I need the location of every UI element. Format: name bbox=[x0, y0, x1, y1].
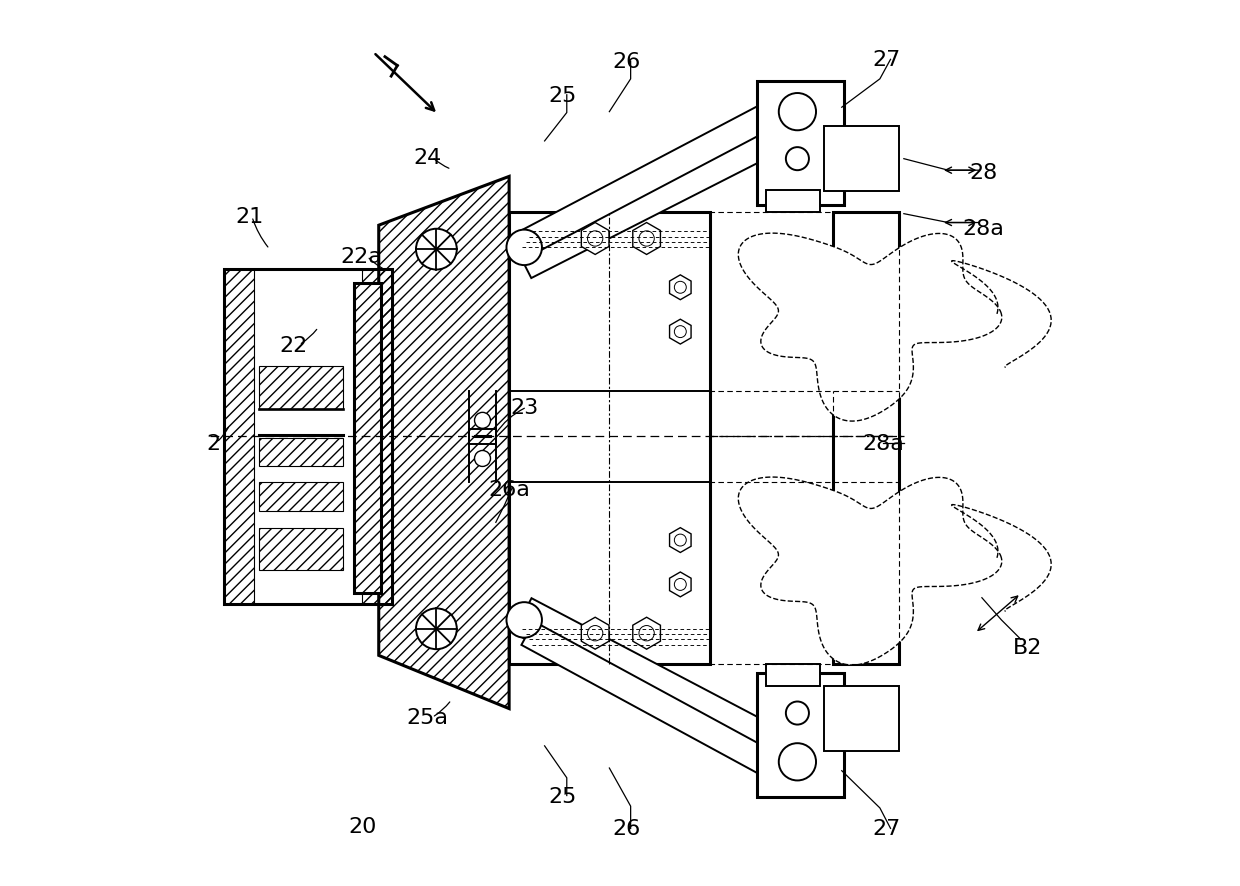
Bar bbox=[758, 673, 844, 797]
Circle shape bbox=[675, 282, 686, 294]
Text: 26a: 26a bbox=[489, 479, 529, 499]
Polygon shape bbox=[670, 528, 691, 553]
Bar bbox=[828, 693, 895, 744]
Bar bbox=[353, 284, 381, 594]
Text: 21: 21 bbox=[236, 207, 263, 227]
Bar bbox=[825, 687, 899, 751]
Bar bbox=[223, 269, 254, 604]
Text: 28: 28 bbox=[970, 163, 998, 183]
Polygon shape bbox=[582, 223, 609, 255]
Circle shape bbox=[786, 148, 808, 171]
Bar bbox=[766, 190, 820, 213]
Text: 22: 22 bbox=[279, 336, 308, 355]
Polygon shape bbox=[670, 276, 691, 300]
Polygon shape bbox=[521, 622, 790, 784]
Bar bbox=[362, 269, 392, 604]
Text: 25: 25 bbox=[548, 786, 577, 805]
Text: 28a: 28a bbox=[962, 219, 1004, 238]
Bar bbox=[766, 664, 820, 687]
Circle shape bbox=[675, 326, 686, 338]
Text: 26: 26 bbox=[613, 52, 640, 72]
Text: 2: 2 bbox=[207, 433, 221, 453]
Text: 25a: 25a bbox=[407, 708, 449, 727]
Text: 25: 25 bbox=[548, 86, 577, 105]
Circle shape bbox=[475, 451, 491, 467]
Bar bbox=[223, 269, 392, 604]
Circle shape bbox=[475, 413, 491, 429]
Bar bbox=[259, 528, 343, 571]
Circle shape bbox=[588, 626, 603, 641]
Bar bbox=[758, 82, 844, 206]
Polygon shape bbox=[513, 111, 792, 279]
Bar bbox=[825, 127, 899, 191]
Circle shape bbox=[779, 743, 816, 781]
Bar bbox=[259, 439, 343, 467]
Polygon shape bbox=[632, 618, 661, 649]
Bar bbox=[353, 284, 381, 594]
Circle shape bbox=[639, 626, 655, 641]
Text: 24: 24 bbox=[413, 148, 441, 167]
Polygon shape bbox=[738, 234, 1002, 422]
Circle shape bbox=[415, 229, 456, 270]
Text: 20: 20 bbox=[348, 816, 377, 835]
Bar bbox=[828, 133, 895, 184]
Text: 27: 27 bbox=[872, 819, 900, 838]
Bar bbox=[833, 213, 899, 664]
Text: 28a: 28a bbox=[863, 433, 904, 453]
Bar bbox=[510, 213, 709, 664]
Circle shape bbox=[779, 94, 816, 131]
Circle shape bbox=[506, 230, 542, 266]
Circle shape bbox=[786, 702, 808, 725]
Bar bbox=[259, 483, 343, 511]
Circle shape bbox=[675, 579, 686, 591]
Circle shape bbox=[675, 534, 686, 547]
Circle shape bbox=[639, 231, 655, 247]
Text: 23: 23 bbox=[510, 398, 538, 417]
Circle shape bbox=[415, 609, 456, 649]
Circle shape bbox=[506, 602, 542, 638]
Polygon shape bbox=[670, 572, 691, 597]
Text: 22a: 22a bbox=[340, 247, 382, 267]
Polygon shape bbox=[670, 320, 691, 345]
Polygon shape bbox=[582, 618, 609, 649]
Polygon shape bbox=[738, 478, 1002, 665]
Polygon shape bbox=[513, 599, 794, 770]
Polygon shape bbox=[632, 223, 661, 255]
Text: B2: B2 bbox=[1013, 637, 1043, 657]
Text: 27: 27 bbox=[872, 51, 900, 70]
Polygon shape bbox=[522, 97, 790, 254]
Text: 26: 26 bbox=[613, 819, 640, 838]
Bar bbox=[259, 367, 343, 409]
Circle shape bbox=[588, 231, 603, 247]
